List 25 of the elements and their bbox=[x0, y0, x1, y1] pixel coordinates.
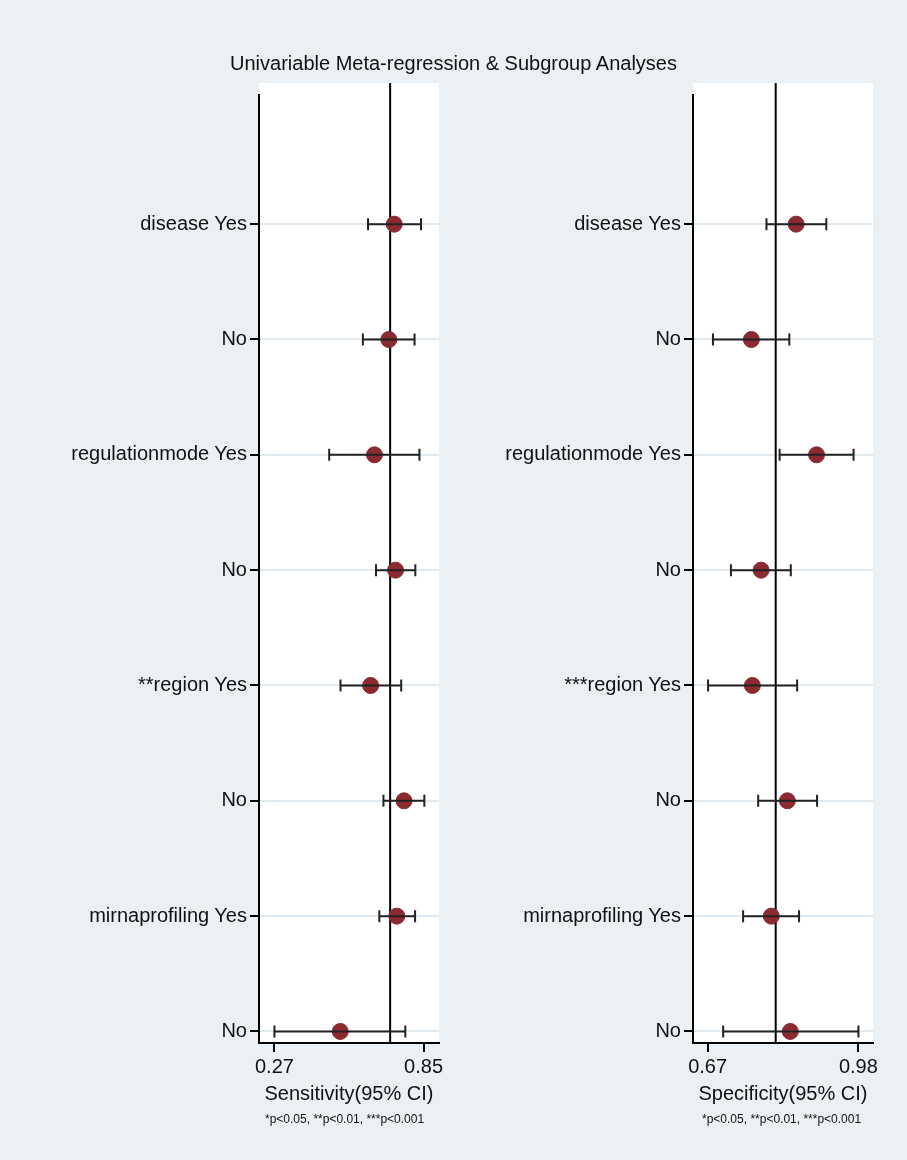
y-tick-label: No bbox=[655, 1018, 681, 1041]
text: *p<0.05, **p<0.01, ***p<0.001 bbox=[265, 1112, 425, 1126]
x-tick-label: 0.27 bbox=[254, 1054, 294, 1077]
y-tick-label: regulationmode Yes bbox=[505, 442, 681, 465]
text: *p<0.05, **p<0.01, ***p<0.001 bbox=[702, 1112, 862, 1126]
x-tick-label: 0.85 bbox=[404, 1054, 444, 1077]
y-tick-label: No bbox=[655, 327, 681, 350]
y-tick-label: regulationmode Yes bbox=[71, 442, 247, 465]
chart-title: Univariable Meta-regression & Subgroup Analyses bbox=[229, 52, 678, 75]
y-tick-label: No bbox=[221, 1018, 247, 1041]
x-tick-label: 0.67 bbox=[688, 1054, 728, 1077]
y-tick-label: **region Yes bbox=[138, 673, 247, 695]
y-tick-label: No bbox=[655, 557, 681, 580]
y-tick-label: ***region Yes bbox=[564, 673, 681, 695]
y-tick-label: mirnaprofiling Yes bbox=[89, 903, 247, 926]
y-tick-label: No bbox=[221, 557, 247, 580]
y-tick-label: No bbox=[221, 327, 247, 350]
x-axis-title: Sensitivity(95% CI) bbox=[264, 1081, 434, 1104]
y-tick-label: mirnaprofiling Yes bbox=[523, 903, 681, 926]
y-tick-label: No bbox=[221, 788, 247, 811]
x-tick-label: 0.98 bbox=[838, 1054, 878, 1077]
x-axis-title: Specificity(95% CI) bbox=[698, 1081, 868, 1104]
y-tick-label: disease Yes bbox=[574, 211, 681, 234]
y-tick-label: No bbox=[655, 788, 681, 811]
y-tick-label: disease Yes bbox=[140, 211, 247, 234]
